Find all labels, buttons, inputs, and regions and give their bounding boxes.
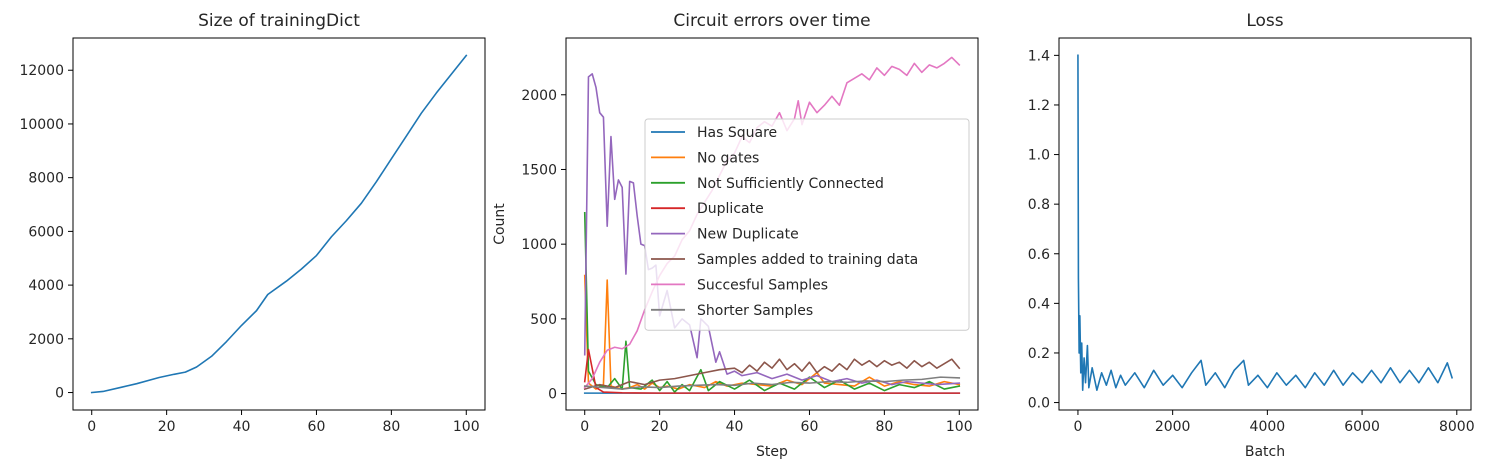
y-tick-label: 2000 [521,88,557,104]
legend-label: No gates [697,150,759,166]
x-tick-label: 80 [382,419,400,435]
plot-frame [565,37,979,411]
y-tick-label: 1.4 [1028,48,1050,64]
y-tick-label: 12000 [19,63,64,79]
x-tick-label: 60 [801,419,819,435]
series-line-duplicate [583,348,961,394]
y-axis-label: Count [492,203,508,245]
y-tick-label: 1.2 [1028,98,1050,114]
y-tick-label: 6000 [28,224,64,240]
series-line-main [90,54,468,394]
x-tick-label: 20 [651,419,669,435]
y-tick-label: 8000 [28,171,64,187]
y-tick-label: 1500 [521,162,557,178]
y-tick-label: 0.6 [1028,247,1050,263]
legend-label: Samples added to training data [697,252,918,268]
plot-area [1077,54,1454,391]
x-axis-label: Step [756,444,788,460]
y-tick-label: 0.2 [1028,346,1050,362]
legend-label: New Duplicate [697,227,799,243]
y-tick-label: 500 [530,312,557,328]
chart-training-dict-size: Size of trainingDict 0 20 40 60 80 100 0 2000 40… [19,11,486,435]
chart-circuit-errors: Circuit errors over time Step Count 0 20 4… [492,11,979,460]
chart-title: Size of trainingDict [198,11,360,31]
x-axis-label: Batch [1245,444,1285,460]
plot-area [90,54,468,394]
legend-label: Shorter Samples [697,303,813,319]
legend-label: Has Square [697,125,777,141]
series-line-main [1077,54,1454,391]
chart-title: Loss [1246,11,1283,31]
legend-label: Succesful Samples [697,277,828,293]
x-tick-label: 4000 [1250,419,1286,435]
chart-loss: Loss Batch 0 2000 4000 6000 8000 0.0 0.2 0.4 0.6… [1028,11,1475,460]
y-tick-label: 0.4 [1028,296,1050,312]
y-tick-label: 0 [548,387,557,403]
legend-label: Not Sufficiently Connected [697,176,884,192]
x-tick-label: 100 [946,419,973,435]
series-line-samples-added-to-training-data [583,358,961,391]
x-tick-label: 0 [1073,419,1082,435]
legend-label: Duplicate [697,201,764,217]
x-tick-label: 6000 [1344,419,1380,435]
x-tick-label: 80 [875,419,893,435]
x-tick-label: 0 [87,419,96,435]
y-tick-label: 0.0 [1028,396,1050,412]
plot-frame [72,37,486,411]
x-tick-label: 100 [453,419,480,435]
y-tick-label: 0.8 [1028,197,1050,213]
x-tick-label: 20 [158,419,176,435]
x-tick-label: 0 [580,419,589,435]
x-tick-label: 60 [308,419,326,435]
y-tick-label: 1.0 [1028,148,1050,164]
legend: Has Square No gates Not Sufficiently Conne… [644,118,970,331]
y-tick-label: 4000 [28,278,64,294]
y-tick-label: 1000 [521,237,557,253]
series-line-not-sufficiently-connected [583,211,961,393]
legend-box [644,118,970,331]
x-tick-label: 2000 [1155,419,1191,435]
y-tick-label: 10000 [19,117,64,133]
series-line-shorter-samples [583,376,961,390]
x-tick-label: 40 [726,419,744,435]
x-tick-label: 8000 [1439,419,1475,435]
x-tick-label: 40 [233,419,251,435]
plot-frame [1058,37,1472,411]
y-tick-label: 2000 [28,332,64,348]
chart-title: Circuit errors over time [673,11,870,31]
y-tick-label: 0 [55,386,64,402]
